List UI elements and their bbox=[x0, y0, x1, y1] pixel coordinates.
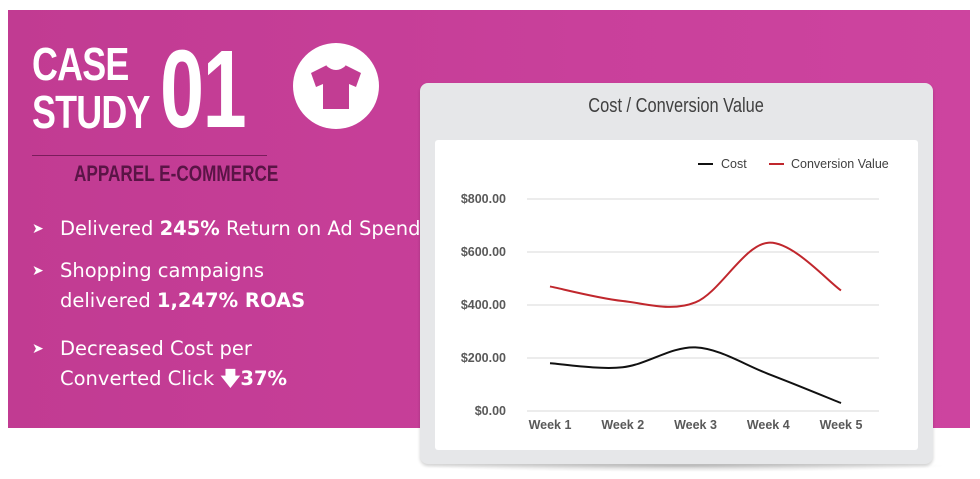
bullet-text: Decreased Cost per Converted Click 🡇37% bbox=[60, 337, 288, 390]
subtitle-divider bbox=[32, 155, 267, 156]
x-tick-label: Week 4 bbox=[747, 418, 790, 432]
x-tick-label: Week 1 bbox=[529, 418, 572, 432]
series-line-cost bbox=[549, 346, 842, 404]
chart-title: Cost / Conversion Value bbox=[588, 95, 765, 117]
arrowhead-icon: ➤ bbox=[32, 221, 44, 237]
y-tick-label: $600.00 bbox=[461, 245, 506, 259]
line-chart: $0.00 $200.00 $400.00 $600.00 $800.00 Week 1 W… bbox=[461, 157, 889, 432]
arrowhead-icon: ➤ bbox=[32, 341, 44, 357]
y-tick-label: $400.00 bbox=[461, 298, 506, 312]
shirt-badge bbox=[293, 43, 379, 129]
x-tick-label: Week 5 bbox=[820, 418, 863, 432]
arrowhead-icon: ➤ bbox=[32, 263, 44, 279]
case-study-number: 01 bbox=[160, 28, 247, 151]
t-shirt-icon bbox=[311, 64, 361, 109]
legend-label: Conversion Value bbox=[791, 157, 889, 171]
y-tick-label: $0.00 bbox=[475, 404, 506, 418]
chart-card: Cost / Conversion Value $0.00 $200.00 $400… bbox=[420, 83, 933, 464]
study-label: STUDY bbox=[32, 86, 150, 138]
plot-area: $0.00 $200.00 $400.00 $600.00 $800.00 Week 1 W… bbox=[435, 140, 918, 450]
x-tick-label: Week 2 bbox=[601, 418, 644, 432]
series-line-conversion-value bbox=[549, 241, 842, 308]
y-tick-label: $200.00 bbox=[461, 351, 506, 365]
industry-subtitle: APPAREL E-COMMERCE bbox=[74, 161, 279, 186]
bullet-text: Shopping campaigns delivered 1,247% ROAS bbox=[60, 259, 306, 312]
down-arrow-icon: 🡇 bbox=[220, 367, 241, 390]
y-tick-label: $800.00 bbox=[461, 192, 506, 206]
x-tick-label: Week 3 bbox=[674, 418, 717, 432]
case-label: CASE bbox=[32, 38, 129, 90]
bullet-text: Delivered 245% Return on Ad Spend bbox=[60, 217, 421, 240]
legend-label: Cost bbox=[721, 157, 747, 171]
